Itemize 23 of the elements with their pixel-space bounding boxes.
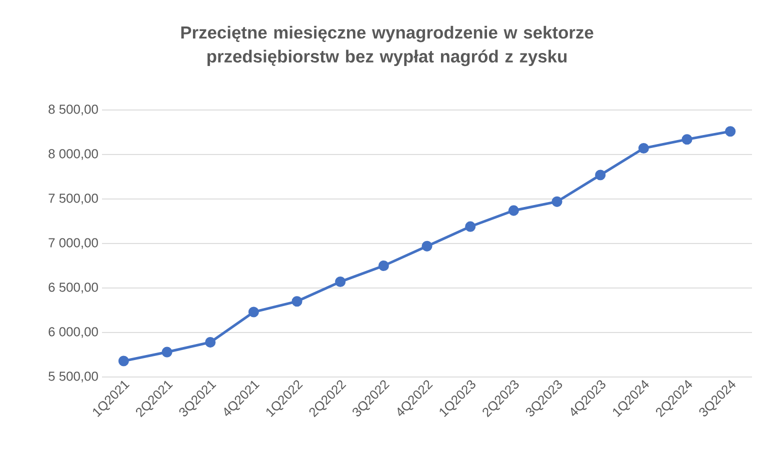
point <box>335 276 346 288</box>
y-tick-label: 8 500,00 <box>48 104 98 116</box>
point <box>725 126 736 137</box>
y-tick-label: 6 500,00 <box>48 282 98 294</box>
point <box>682 134 692 145</box>
chart-title: Przeciętne miesięczne wynagrodzenie w sektorze przedsiębiorstw bez wypłat nagród z zysku <box>181 26 594 66</box>
y-tick-label: 7 000,00 <box>48 238 98 249</box>
point <box>595 170 606 180</box>
y-tick-label: 6 000,00 <box>48 327 98 338</box>
point <box>292 296 302 307</box>
point <box>118 356 129 366</box>
y-tick-label: 5 500,00 <box>48 372 98 382</box>
point <box>205 337 216 348</box>
point <box>422 240 432 252</box>
y-tick-label: 8 000,00 <box>48 149 98 160</box>
point <box>508 205 519 216</box>
point <box>248 306 259 318</box>
point <box>638 142 649 154</box>
point <box>465 221 476 232</box>
point <box>552 196 562 207</box>
point <box>162 346 172 358</box>
y-tick-label: 7 500,00 <box>48 194 98 204</box>
point <box>378 260 389 272</box>
